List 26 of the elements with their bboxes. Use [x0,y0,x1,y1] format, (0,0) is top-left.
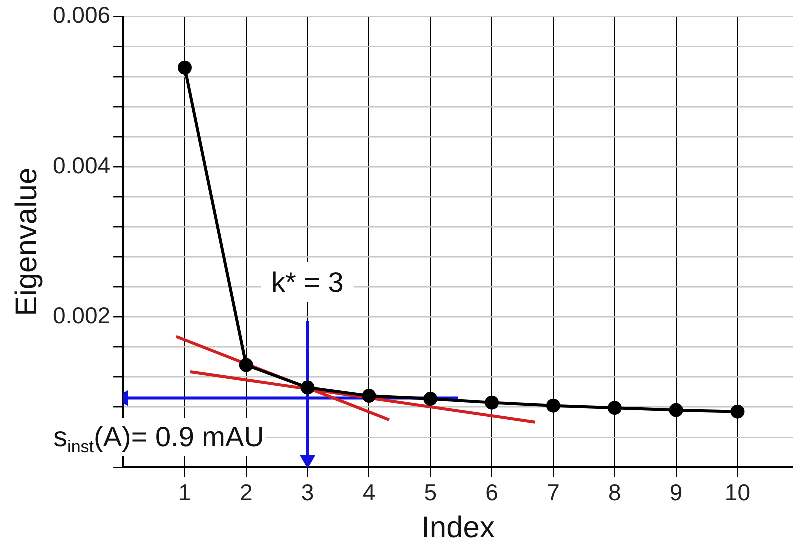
point [608,401,622,416]
x-tick-label: 3 [301,480,314,506]
x-axis-title: Index [422,511,495,544]
x-tick-label: 9 [670,480,683,506]
y-axis-title: Eigenvalue [10,168,44,316]
x-tick-label: 1 [178,480,192,506]
point [362,389,376,404]
point [424,392,438,406]
x-tick-label: 5 [424,480,438,506]
point [300,380,315,395]
y-tick-label: 0.002 [52,302,111,329]
x-tick-label: 8 [608,480,622,506]
point [178,60,192,75]
x-tick-label: 10 [724,480,751,506]
point [669,403,684,418]
point [730,404,745,419]
x-tick-label: 2 [240,480,253,506]
annotation: k* = 3 [271,267,344,298]
x-tick-label: 4 [362,480,376,506]
x-tick-label: 6 [486,480,498,506]
x-tick-label: 7 [547,480,560,506]
y-tick-label: 0.004 [52,152,111,178]
point [239,358,254,372]
point [546,398,560,413]
y-tick-label: 0.006 [52,2,111,28]
point [485,396,500,410]
